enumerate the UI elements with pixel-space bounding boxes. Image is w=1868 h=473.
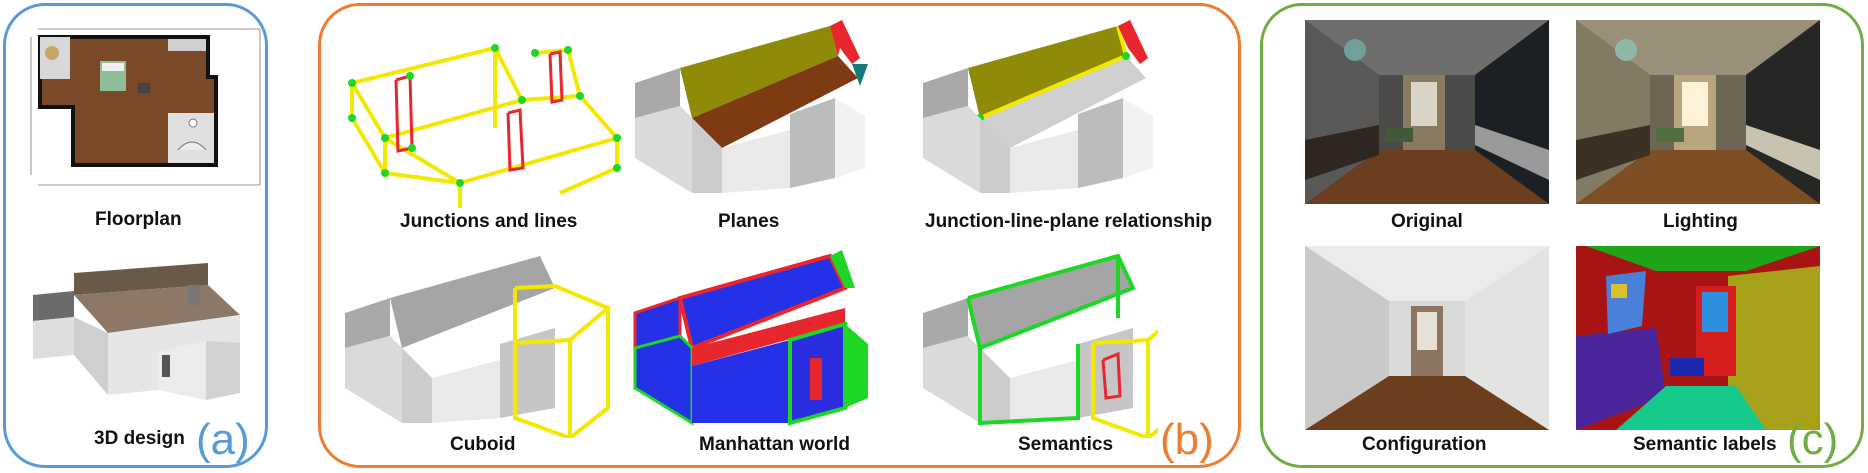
original-render <box>1305 20 1549 204</box>
caption-manhattan: Manhattan world <box>699 434 850 455</box>
manhattan-figure <box>633 250 868 426</box>
caption-original: Original <box>1391 211 1463 232</box>
planes-figure <box>635 20 868 193</box>
panel-b-tag: (b) <box>1160 415 1214 464</box>
cuboid-figure <box>345 256 612 438</box>
caption-planes: Planes <box>718 211 780 232</box>
semantics-figure <box>923 253 1158 438</box>
caption-junction-line-plane: Junction-line-plane relationship <box>925 211 1213 232</box>
lighting-render <box>1576 20 1820 204</box>
panel-c-tag: (c) <box>1787 415 1839 464</box>
caption-configuration: Configuration <box>1362 434 1487 455</box>
design3d-figure <box>33 263 240 400</box>
floorplan-figure <box>30 28 261 186</box>
relationship-figure <box>923 20 1153 193</box>
semantic-labels-render <box>1576 246 1820 430</box>
panel-a-tag: (a) <box>196 415 250 464</box>
configuration-render <box>1305 246 1549 430</box>
caption-semantic-labels: Semantic labels <box>1633 434 1777 455</box>
caption-lighting: Lighting <box>1663 211 1738 232</box>
caption-junctions-lines: Junctions and lines <box>400 211 578 232</box>
caption-3d-design: 3D design <box>94 428 185 449</box>
caption-floorplan: Floorplan <box>95 209 182 230</box>
caption-semantics: Semantics <box>1018 434 1114 455</box>
junctions-lines-figure <box>348 44 621 208</box>
caption-cuboid: Cuboid <box>450 434 516 455</box>
